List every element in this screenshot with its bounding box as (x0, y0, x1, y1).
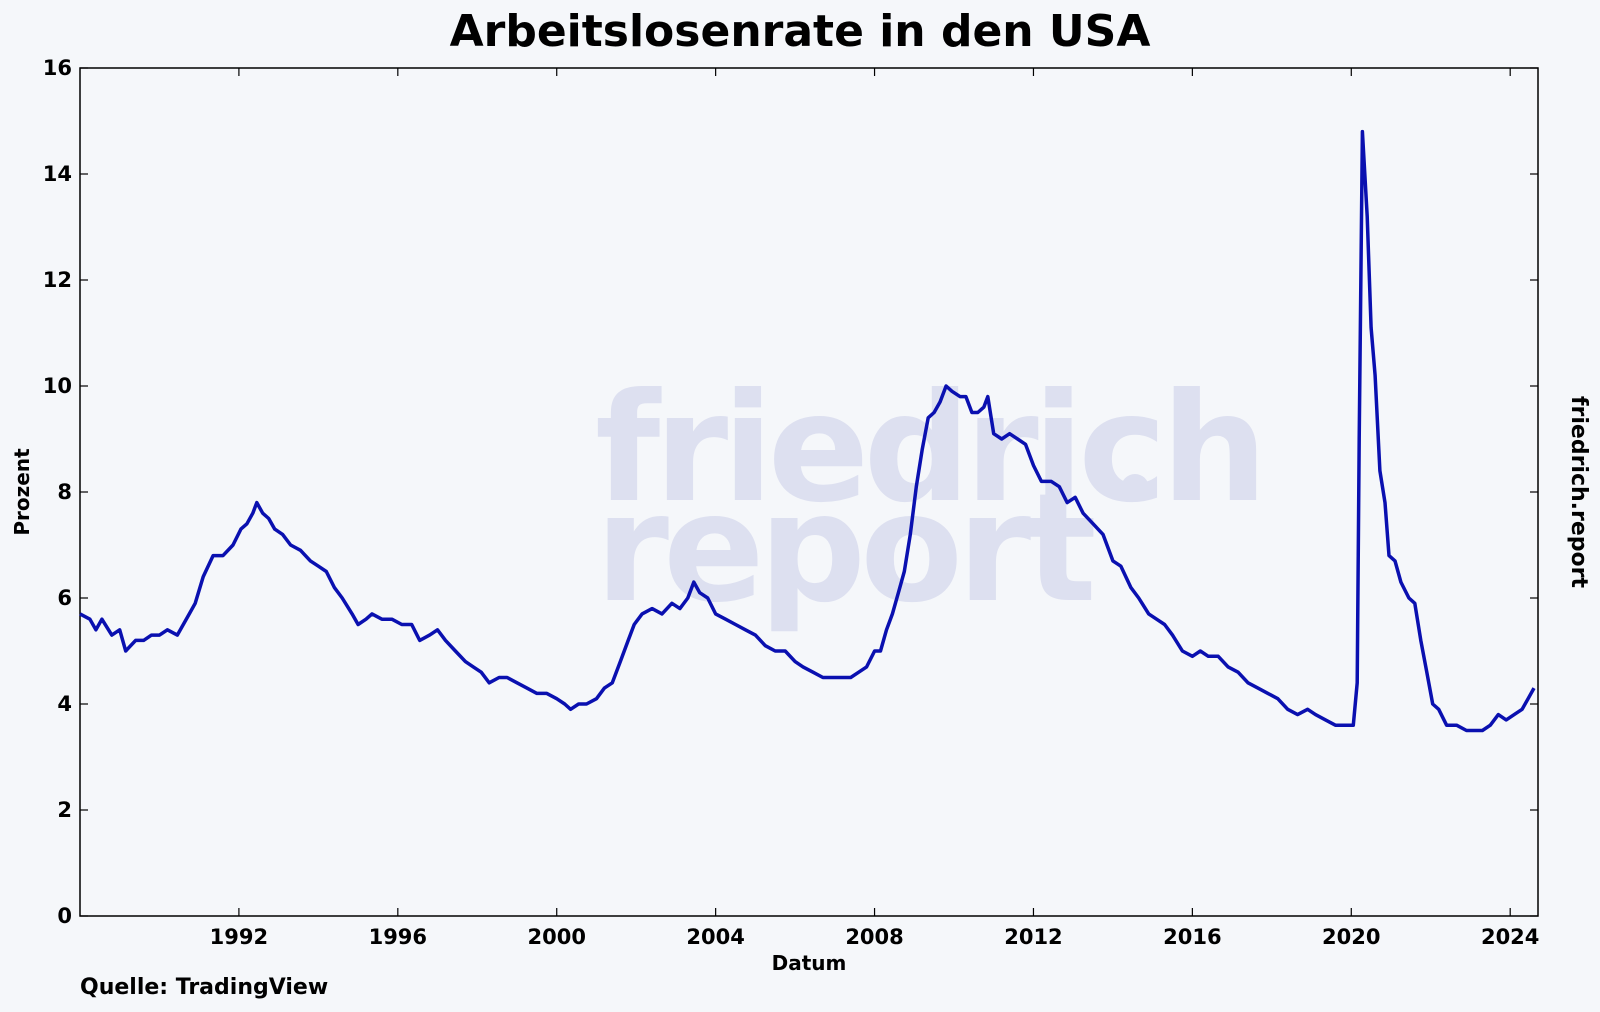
brand-label: friedrich.report (1566, 396, 1591, 589)
y-tick-label: 16 (43, 56, 72, 80)
watermark: friedrich report (595, 362, 1268, 636)
y-axis-label: Prozent (10, 448, 34, 536)
y-tick-label: 0 (57, 904, 72, 928)
y-tick-label: 12 (43, 268, 72, 292)
x-axis-label: Datum (772, 951, 847, 975)
x-tick-label: 1992 (210, 925, 268, 949)
chart-title: Arbeitslosenrate in den USA (450, 6, 1151, 57)
y-tick-label: 4 (57, 692, 72, 716)
x-tick-label: 2016 (1163, 925, 1221, 949)
watermark-line-2: report (595, 462, 1094, 636)
x-axis-ticks: 1992 1996 2000 2004 2008 2012 2016 2020 2024 (210, 68, 1539, 949)
x-tick-label: 2024 (1481, 925, 1539, 949)
x-tick-label: 2000 (528, 925, 586, 949)
series-line-unemployment-rate (79, 129, 1536, 733)
watermark-dot (1121, 474, 1149, 502)
y-tick-label: 14 (43, 162, 72, 186)
y-axis-ticks: 0 2 4 6 8 10 12 14 16 (43, 56, 1538, 928)
y-tick-label: 6 (57, 586, 72, 610)
y-tick-label: 8 (57, 480, 72, 504)
x-tick-label: 2008 (845, 925, 903, 949)
x-tick-label: 2004 (686, 925, 744, 949)
x-tick-label: 2012 (1004, 925, 1062, 949)
y-tick-label: 10 (43, 374, 72, 398)
x-tick-label: 2020 (1322, 925, 1380, 949)
x-tick-label: 1996 (369, 925, 427, 949)
source-note: Quelle: TradingView (80, 975, 328, 1000)
watermark-line-1: friedrich (595, 362, 1262, 536)
y-tick-label: 2 (57, 798, 72, 822)
